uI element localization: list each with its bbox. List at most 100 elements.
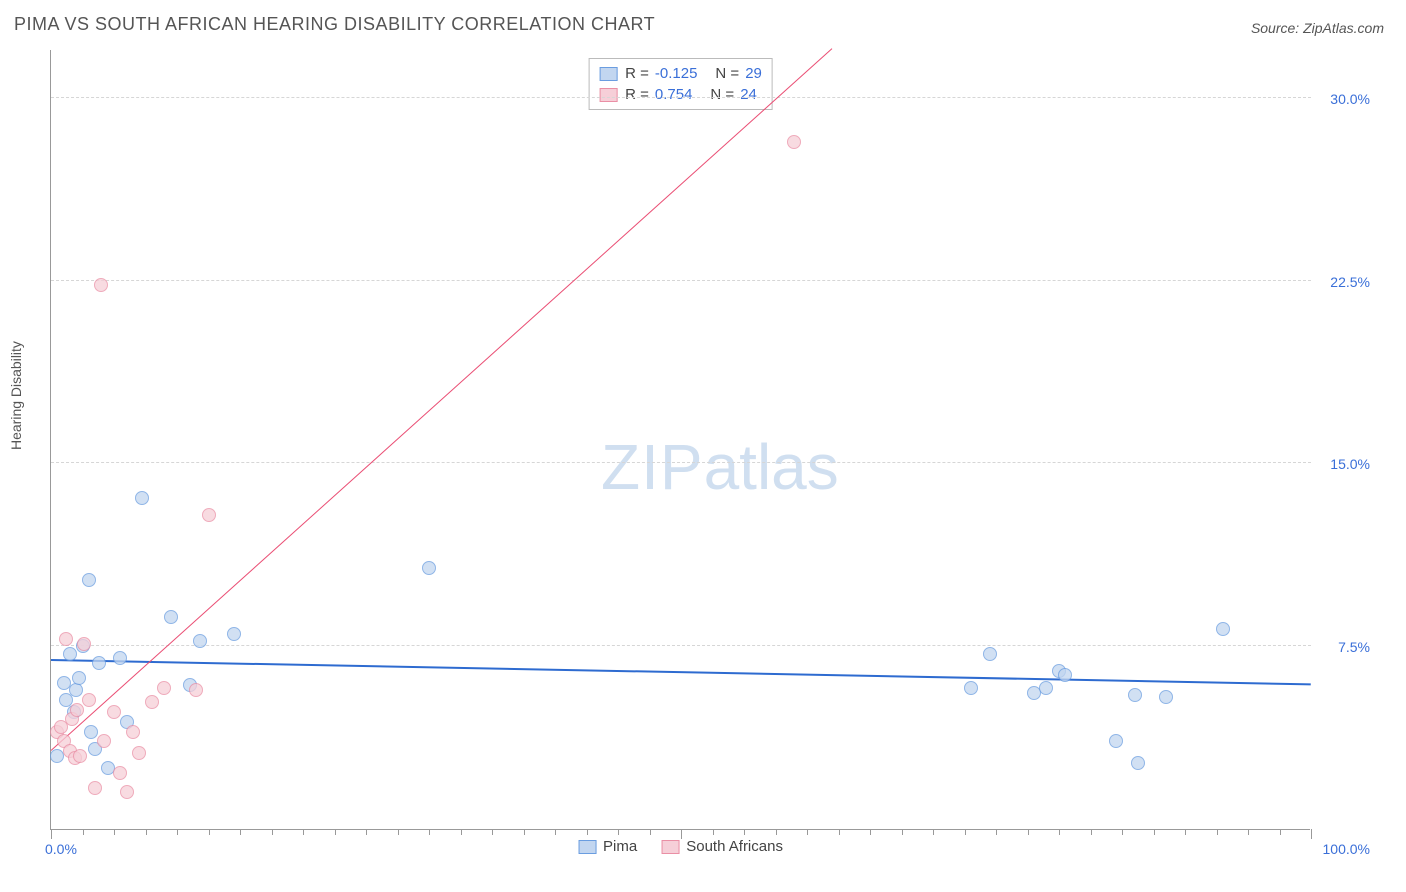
x-tick: [492, 829, 493, 835]
data-point: [964, 681, 978, 695]
x-tick: [902, 829, 903, 835]
chart-container: PIMA VS SOUTH AFRICAN HEARING DISABILITY…: [0, 0, 1406, 892]
x-tick: [776, 829, 777, 835]
data-point: [193, 634, 207, 648]
x-tick: [1248, 829, 1249, 835]
x-tick: [177, 829, 178, 835]
data-point: [94, 278, 108, 292]
x-tick: [51, 829, 52, 839]
plot-area: ZIPatlas R =-0.125N =29R =0.754N =24 Pim…: [50, 50, 1310, 830]
data-point: [113, 766, 127, 780]
data-point: [84, 725, 98, 739]
data-point: [1109, 734, 1123, 748]
x-tick: [83, 829, 84, 835]
stats-legend-row: R =0.754N =24: [599, 84, 762, 105]
data-point: [1039, 681, 1053, 695]
x-tick: [744, 829, 745, 835]
y-axis-label: Hearing Disability: [8, 341, 24, 450]
series-legend: Pima South Africans: [578, 838, 783, 855]
data-point: [59, 632, 73, 646]
data-point: [135, 491, 149, 505]
x-tick: [933, 829, 934, 835]
gridline: [51, 645, 1311, 646]
chart-title: PIMA VS SOUTH AFRICAN HEARING DISABILITY…: [14, 14, 655, 35]
x-tick: [1217, 829, 1218, 835]
x-tick: [807, 829, 808, 835]
data-point: [107, 705, 121, 719]
data-point: [227, 627, 241, 641]
x-tick: [555, 829, 556, 835]
x-tick: [965, 829, 966, 835]
y-tick-label: 22.5%: [1315, 274, 1370, 290]
data-point: [73, 749, 87, 763]
x-tick: [398, 829, 399, 835]
data-point: [1131, 756, 1145, 770]
legend-swatch: [599, 88, 617, 102]
x-tick: [209, 829, 210, 835]
y-tick-label: 15.0%: [1315, 456, 1370, 472]
data-point: [145, 695, 159, 709]
data-point: [82, 573, 96, 587]
x-tick: [335, 829, 336, 835]
legend-label: South Africans: [686, 838, 783, 855]
x-tick: [618, 829, 619, 835]
data-point: [164, 610, 178, 624]
data-point: [82, 693, 96, 707]
x-tick: [713, 829, 714, 835]
data-point: [69, 683, 83, 697]
data-point: [422, 561, 436, 575]
x-tick: [1185, 829, 1186, 835]
y-tick-label: 7.5%: [1315, 639, 1370, 655]
data-point: [88, 781, 102, 795]
data-point: [1128, 688, 1142, 702]
x-tick: [524, 829, 525, 835]
source-credit: Source: ZipAtlas.com: [1251, 20, 1384, 36]
x-tick: [272, 829, 273, 835]
legend-swatch: [578, 840, 596, 854]
x-tick: [587, 829, 588, 835]
x-tick: [240, 829, 241, 835]
data-point: [126, 725, 140, 739]
legend-swatch: [599, 67, 617, 81]
x-tick-label: 100.0%: [1315, 841, 1370, 857]
data-point: [983, 647, 997, 661]
x-tick: [996, 829, 997, 835]
data-point: [1159, 690, 1173, 704]
data-point: [1058, 668, 1072, 682]
x-tick: [1280, 829, 1281, 835]
x-tick: [429, 829, 430, 835]
data-point: [63, 647, 77, 661]
legend-label: Pima: [603, 838, 637, 855]
data-point: [132, 746, 146, 760]
data-point: [157, 681, 171, 695]
data-point: [70, 703, 84, 717]
data-point: [189, 683, 203, 697]
gridline: [51, 280, 1311, 281]
data-point: [72, 671, 86, 685]
x-tick: [303, 829, 304, 835]
x-tick: [681, 829, 682, 839]
x-tick: [870, 829, 871, 835]
data-point: [787, 135, 801, 149]
x-tick: [1311, 829, 1312, 839]
x-tick: [461, 829, 462, 835]
gridline: [51, 462, 1311, 463]
stats-legend-row: R =-0.125N =29: [599, 63, 762, 84]
data-point: [97, 734, 111, 748]
x-tick-label: 0.0%: [45, 841, 77, 857]
x-tick: [366, 829, 367, 835]
y-tick-label: 30.0%: [1315, 91, 1370, 107]
x-tick: [839, 829, 840, 835]
trend-line: [51, 659, 1311, 685]
x-tick: [1059, 829, 1060, 835]
x-tick: [650, 829, 651, 835]
data-point: [202, 508, 216, 522]
x-tick: [1154, 829, 1155, 835]
legend-swatch: [661, 840, 679, 854]
x-tick: [1091, 829, 1092, 835]
gridline: [51, 97, 1311, 98]
x-tick: [114, 829, 115, 835]
data-point: [120, 785, 134, 799]
legend-item: Pima: [578, 838, 637, 855]
data-point: [77, 637, 91, 651]
